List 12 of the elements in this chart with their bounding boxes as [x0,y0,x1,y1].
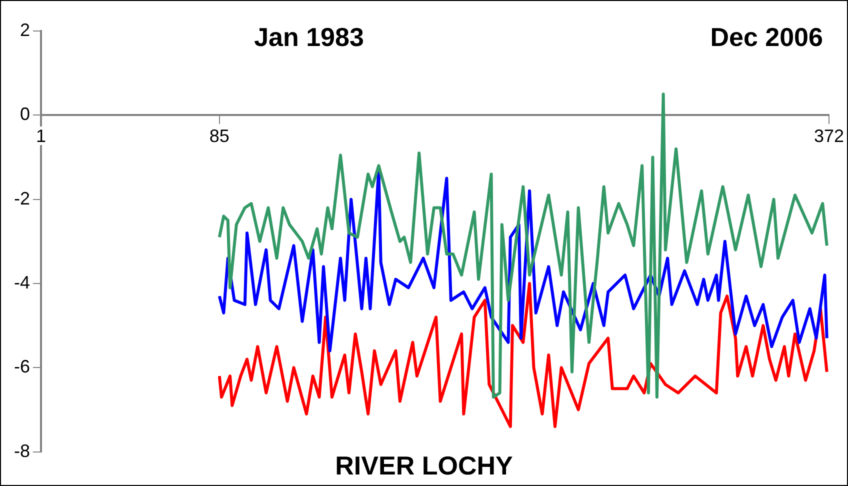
x-tick-label: 85 [209,126,230,146]
annotation: Jan 1983 [254,22,364,52]
y-tick-label: -4 [14,272,30,292]
y-tick-label: -2 [14,188,30,208]
text: RIVER LOCHY [335,450,513,481]
y-tick-label: 0 [20,104,30,124]
y-tick-label: -6 [14,356,30,377]
x-tick-label: 372 [814,126,844,146]
y-tick-label: -8 [14,440,30,461]
annotation: Dec 2006 [710,22,823,52]
y-tick-label: 2 [20,20,30,40]
x-tick-label: 1 [36,126,46,146]
